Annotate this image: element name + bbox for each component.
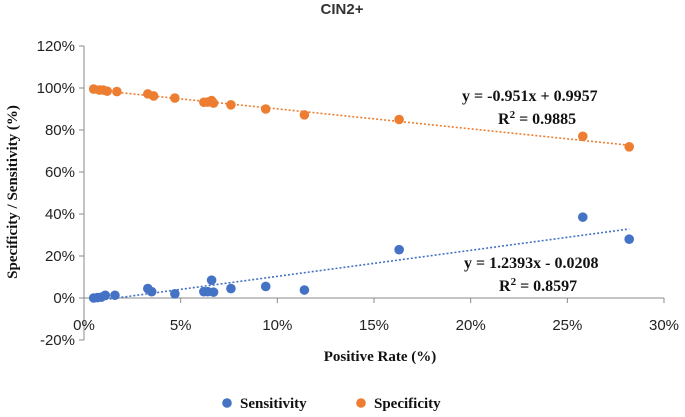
specificity-point xyxy=(170,93,180,103)
x-tick-label: 25% xyxy=(552,317,582,334)
y-tick-label: 20% xyxy=(45,248,75,265)
sensitivity-point xyxy=(146,286,157,297)
sensitivity-equation: y = 1.2393x - 0.0208 xyxy=(464,255,598,272)
specificity-point xyxy=(226,100,236,110)
plot-area: -20%0%20%40%60%80%100%120%0% 5% 10% 15% 20% 2… xyxy=(37,38,679,349)
legend: Sensitivity Specificity xyxy=(222,396,441,412)
specificity-trendline xyxy=(93,89,630,147)
chart-title: CIN2+ xyxy=(321,1,364,18)
specificity-equation: y = -0.951x + 0.9957 xyxy=(462,88,598,105)
x-tick-label: 10% xyxy=(262,317,292,334)
specificity-point xyxy=(148,91,159,101)
legend-sensitivity-marker xyxy=(222,398,232,408)
sensitivity-point xyxy=(206,275,217,285)
sensitivity-point xyxy=(100,290,111,301)
y-tick-label: 100% xyxy=(37,80,75,97)
specificity-point xyxy=(260,104,271,114)
y-axis-label: Specificity / Sensitivity (%) xyxy=(5,105,21,279)
sensitivity-r2: R2 = 0.8597 xyxy=(499,276,577,295)
specificity-point xyxy=(112,86,122,97)
sensitivity-point xyxy=(578,212,588,222)
sensitivity-point xyxy=(299,285,310,295)
sensitivity-point xyxy=(394,244,404,255)
y-tick-label: 40% xyxy=(45,206,75,223)
sensitivity-point xyxy=(624,234,634,244)
y-tick-label: 120% xyxy=(37,38,75,55)
sensitivity-point xyxy=(260,281,271,292)
legend-sensitivity-label: Sensitivity xyxy=(240,396,307,412)
x-tick-label: 5% xyxy=(170,317,192,334)
legend-specificity-marker xyxy=(356,398,366,408)
y-tick-label: 60% xyxy=(45,164,75,181)
specificity-point xyxy=(394,114,404,125)
legend-specificity-label: Specificity xyxy=(374,396,441,412)
sensitivity-point xyxy=(170,289,180,299)
x-tick-label: 20% xyxy=(456,317,486,334)
x-tick-label: 0% xyxy=(73,317,95,334)
specificity-point xyxy=(578,131,588,142)
sensitivity-point xyxy=(110,290,120,301)
y-tick-label: -20% xyxy=(40,332,75,349)
x-axis-label: Positive Rate (%) xyxy=(324,349,436,365)
specificity-point xyxy=(624,142,634,152)
y-tick-label: 0% xyxy=(53,290,75,307)
specificity-point xyxy=(208,98,219,108)
x-tick-label: 30% xyxy=(649,317,679,334)
sensitivity-point xyxy=(208,287,219,297)
specificity-r2: R2 = 0.9885 xyxy=(498,109,576,128)
x-tick-label: 15% xyxy=(359,317,389,334)
specificity-point xyxy=(299,110,310,120)
y-tick-label: 80% xyxy=(45,122,75,139)
sensitivity-point xyxy=(226,283,236,294)
specificity-point xyxy=(102,86,112,96)
